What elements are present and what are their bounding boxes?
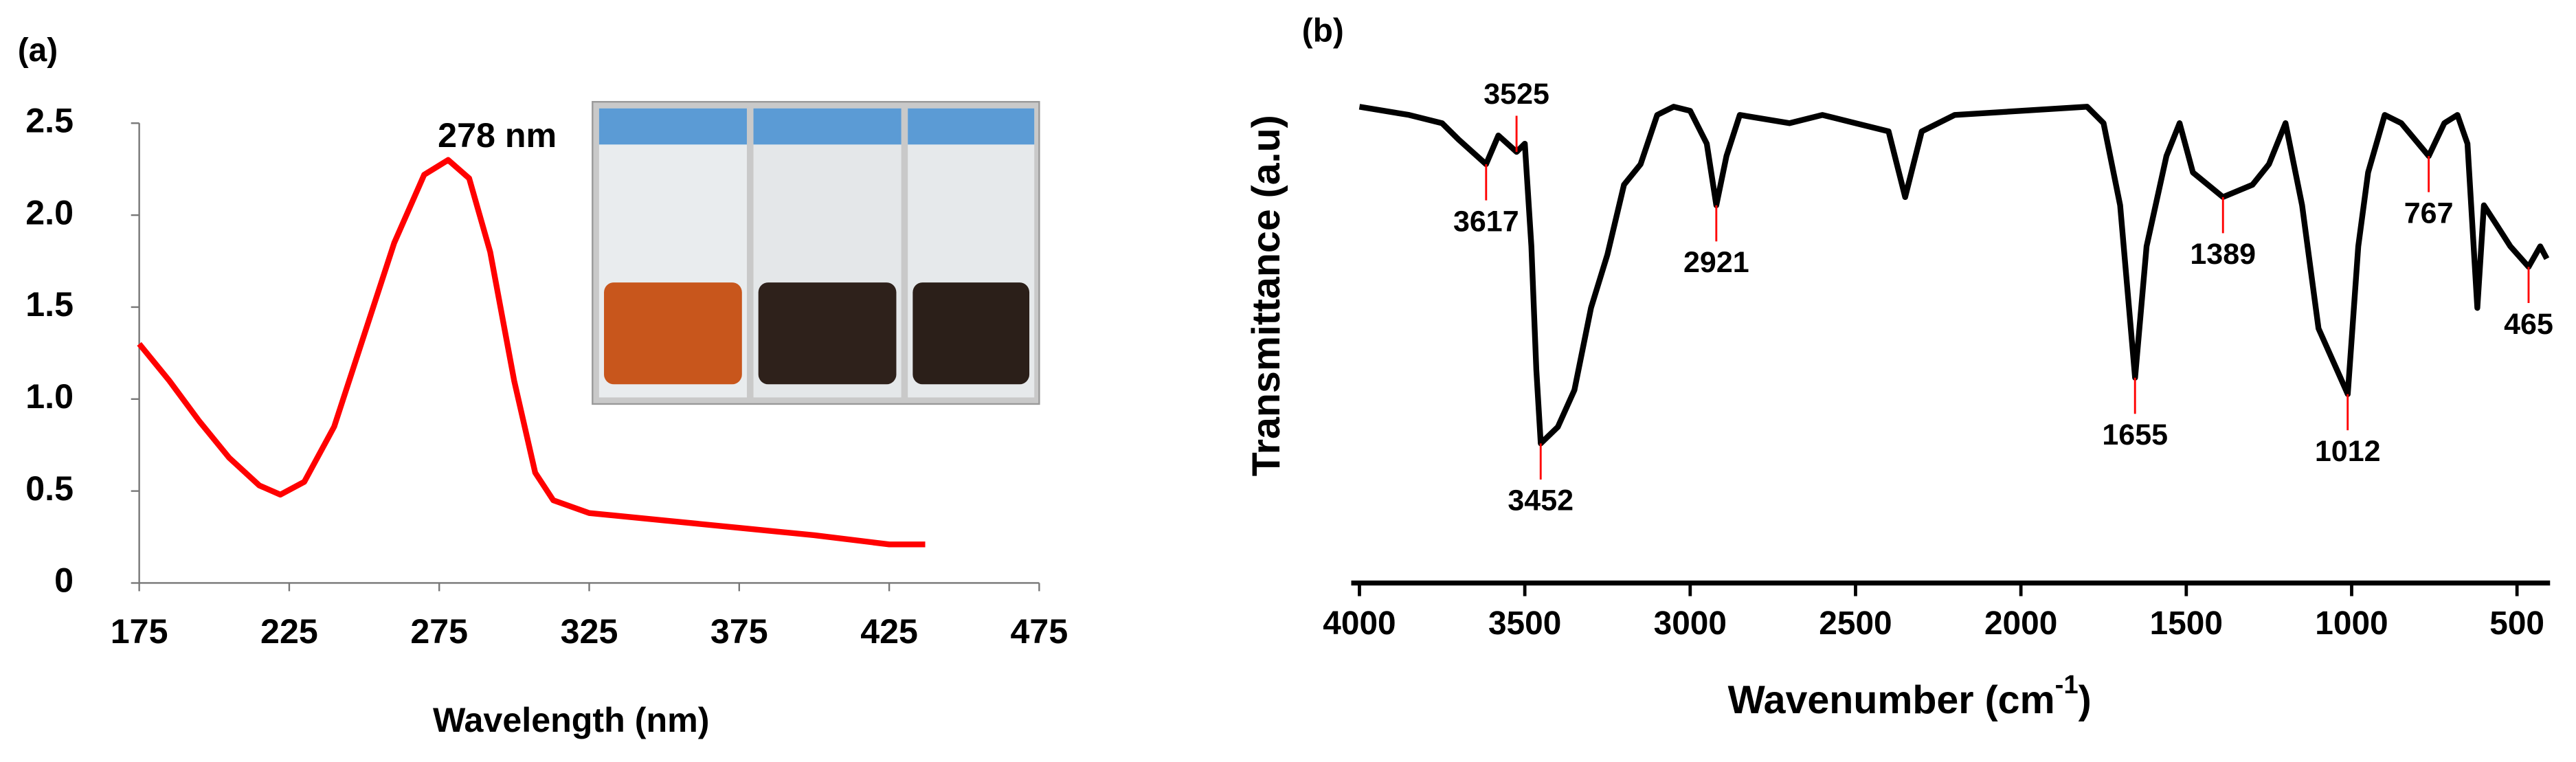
peak-label: 1655: [2102, 418, 2168, 451]
peak-label: 3617: [1453, 205, 1519, 238]
x-tick-label: 225: [260, 612, 318, 651]
y-tick-label: 1.5: [25, 285, 74, 324]
x-tick-label: 2000: [1984, 605, 2057, 642]
peak-label: 3525: [1483, 78, 1549, 111]
x-tick-label: 375: [710, 612, 768, 651]
y-tick-label: 2.5: [25, 102, 74, 140]
photo-inset: [592, 100, 1040, 405]
peak-label: 1389: [2190, 238, 2256, 271]
y-axis-label: Transmittance (a.u): [1244, 115, 1288, 476]
x-tick-label: 475: [1011, 612, 1068, 651]
x-tick-label: 1000: [2315, 605, 2388, 642]
y-tick-label: 0: [54, 561, 74, 600]
x-tick-label: 3000: [1654, 605, 1727, 642]
panel-label: (b): [1302, 12, 1344, 49]
x-tick-label: 3500: [1488, 605, 1561, 642]
data-line: [137, 157, 926, 548]
peak-label: 465: [2504, 308, 2553, 341]
x-tick-label: 1500: [2150, 605, 2223, 642]
x-axis-label: Wavelength (nm): [433, 701, 709, 739]
x-tick-label: 325: [561, 612, 618, 651]
y-tick-label: 0.5: [25, 469, 74, 508]
x-tick-label: 425: [860, 612, 918, 651]
data-line: [1358, 104, 2550, 447]
x-tick-label: 275: [410, 612, 468, 651]
x-tick-label: 500: [2489, 605, 2544, 642]
x-axis-label-end: ): [2079, 678, 2092, 722]
x-tick-label: 175: [111, 612, 168, 651]
y-tick-label: 1.0: [25, 377, 74, 416]
peak-label: 3452: [1508, 484, 1573, 517]
x-axis-label-sup: -1: [2055, 670, 2079, 699]
peak-label: 1012: [2315, 435, 2381, 468]
x-tick-label: 4000: [1323, 605, 1396, 642]
panel-label: (a): [18, 32, 58, 69]
peak-label: 767: [2404, 197, 2454, 229]
annotation: 278 nm: [438, 116, 557, 155]
peak-label: 2921: [1683, 246, 1749, 279]
y-tick-label: 2.0: [25, 193, 74, 232]
x-axis-label: Wavenumber (cm-1): [1728, 670, 2092, 722]
x-axis-label-text: Wavenumber (cm: [1728, 678, 2055, 722]
x-tick-label: 2500: [1819, 605, 1892, 642]
